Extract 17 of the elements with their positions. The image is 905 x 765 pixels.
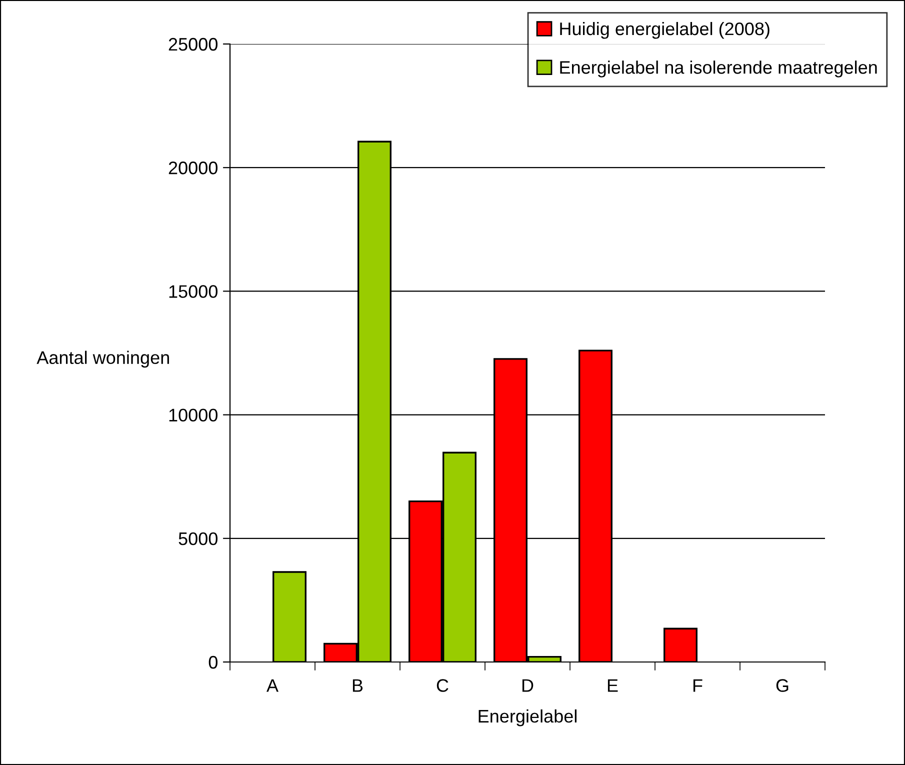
legend-label: Energielabel na isolerende maatregelen [560,60,877,78]
x-axis-title: Energielabel [478,709,576,726]
x-tick-label: B [352,679,363,692]
y-axis-title: Aantal woningen [36,350,169,368]
x-tick-label: C [436,679,448,692]
x-tick-label: F [693,679,702,692]
y-tick-label: 0 [208,656,218,669]
x-tick-label: E [608,679,618,692]
legend-label: Huidig energielabel (2008) [560,22,770,39]
y-tick-label: 10000 [169,408,218,422]
x-tick-label: D [522,679,534,692]
y-tick-label: 25000 [168,38,218,51]
y-tick-label: 15000 [169,285,218,298]
y-tick-label: 5000 [178,532,218,546]
y-tick-label: 20000 [168,162,218,174]
x-tick-label: G [776,679,788,692]
x-tick-label: A [266,679,278,692]
